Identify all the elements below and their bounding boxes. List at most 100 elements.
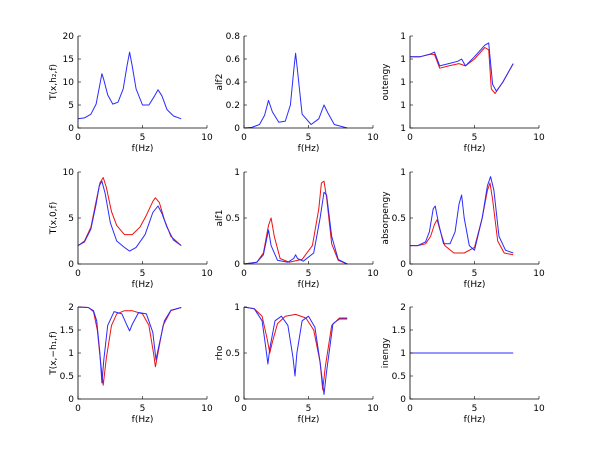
series-line-blue <box>77 51 182 120</box>
x-axis-title: f(Hz) <box>464 415 486 425</box>
y-tick-label: 10 <box>63 78 75 88</box>
y-tick-label: 0.5 <box>392 372 406 382</box>
x-tick-label: 5 <box>306 133 312 143</box>
y-tick-label: 1 <box>400 101 406 111</box>
y-tick-label: 0.4 <box>226 78 241 88</box>
y-tick-label: 1 <box>400 349 406 359</box>
x-tick-label: 0 <box>75 269 81 279</box>
x-axis-title: f(Hz) <box>298 415 320 425</box>
y-tick-label: 0.6 <box>226 55 241 65</box>
y-tick-label: 5 <box>68 214 74 224</box>
y-tick-label: 0 <box>68 260 74 270</box>
y-axis-title: inengy <box>381 337 391 368</box>
chart-panel-t-x-0: 0 5 10 0 5 10 f(Hz) T(x,0,f) <box>49 168 213 290</box>
series-line-red <box>243 306 348 391</box>
x-tick-label: 0 <box>241 133 247 143</box>
y-tick-label: 0.5 <box>226 214 240 224</box>
y-tick-label: 0 <box>234 395 240 405</box>
x-tick-label: 10 <box>533 404 545 414</box>
y-tick-label: 0.5 <box>392 214 406 224</box>
x-tick-label: 10 <box>201 133 213 143</box>
x-tick-label: 10 <box>201 269 213 279</box>
x-tick-label: 0 <box>407 133 413 143</box>
y-axis-title: T(x,−h₁,f) <box>49 331 59 376</box>
series-line-red <box>410 182 514 256</box>
y-tick-label: 0.5 <box>60 372 74 382</box>
x-tick-label: 5 <box>472 404 478 414</box>
series-line-blue <box>243 306 348 395</box>
y-tick-label: 20 <box>63 32 75 42</box>
x-axis-title: f(Hz) <box>298 280 320 290</box>
y-tick-label: 1 <box>400 168 406 178</box>
chart-panel-outengy: 0 5 10 1 1 1 1 1 f(Hz) outengy <box>381 32 545 154</box>
series-line-red <box>243 180 348 265</box>
y-tick-label: 0.5 <box>226 349 240 359</box>
y-tick-label: 0 <box>400 260 406 270</box>
axis-frame <box>77 307 207 400</box>
x-tick-label: 0 <box>75 404 81 414</box>
axis-frame <box>77 172 207 265</box>
x-tick-label: 0 <box>241 404 247 414</box>
y-axis-title: T(x,h₂,f) <box>49 64 59 101</box>
x-tick-label: 10 <box>533 133 545 143</box>
y-tick-label: 2 <box>68 303 74 313</box>
chart-panel-rho: 0 5 10 0 0.5 1 f(Hz) rho <box>215 303 379 425</box>
y-tick-label: 0 <box>68 395 74 405</box>
x-tick-label: 5 <box>472 133 478 143</box>
y-tick-label: 15 <box>63 55 74 65</box>
x-tick-label: 10 <box>533 269 545 279</box>
y-axis-title: absorpengy <box>381 191 391 245</box>
y-tick-label: 1 <box>400 55 406 65</box>
y-tick-label: 0.8 <box>226 32 241 42</box>
axis-frame <box>77 36 207 129</box>
y-tick-label: 0 <box>400 395 406 405</box>
x-tick-label: 0 <box>75 133 81 143</box>
y-tick-label: 10 <box>63 168 75 178</box>
x-tick-label: 5 <box>140 269 146 279</box>
series-line-blue <box>243 52 348 129</box>
series-line-blue <box>77 180 182 252</box>
y-tick-label: 1 <box>400 124 406 134</box>
chart-panel-absorpengy: 0 5 10 0 0.5 1 f(Hz) absorpengy <box>381 168 545 290</box>
chart-panel-t-x-minus-h1: 0 5 10 0 0.5 1 1.5 2 f(Hz) T(x,−h₁,f) <box>49 303 213 425</box>
x-axis-title: f(Hz) <box>464 280 486 290</box>
y-tick-label: 0 <box>68 124 74 134</box>
x-axis-title: f(Hz) <box>132 144 154 154</box>
x-tick-label: 10 <box>367 404 379 414</box>
x-tick-label: 0 <box>241 269 247 279</box>
y-tick-label: 2 <box>400 303 406 313</box>
x-tick-label: 10 <box>201 404 213 414</box>
y-tick-label: 0 <box>234 260 240 270</box>
series-line-red <box>77 177 182 247</box>
series-line-blue <box>410 176 514 254</box>
chart-panel-alf2: 0 5 10 0 0.2 0.4 0.6 0.8 f(Hz) alf2 <box>215 32 379 154</box>
series-line-blue <box>243 191 348 265</box>
y-tick-label: 0.2 <box>226 101 240 111</box>
x-tick-label: 0 <box>407 269 413 279</box>
x-tick-label: 0 <box>407 404 413 414</box>
y-tick-label: 1.5 <box>392 326 406 336</box>
y-axis-title: alf2 <box>215 74 225 91</box>
y-tick-label: 0 <box>234 124 240 134</box>
x-tick-label: 5 <box>140 133 146 143</box>
x-axis-title: f(Hz) <box>298 144 320 154</box>
x-tick-label: 5 <box>306 269 312 279</box>
x-tick-label: 5 <box>306 404 312 414</box>
x-axis-title: f(Hz) <box>132 280 154 290</box>
x-tick-label: 5 <box>140 404 146 414</box>
y-axis-title: alf1 <box>215 210 225 227</box>
y-tick-label: 1 <box>234 168 240 178</box>
y-tick-label: 1 <box>400 32 406 42</box>
y-axis-title: outengy <box>381 63 391 101</box>
y-tick-label: 1 <box>400 78 406 88</box>
y-axis-title: T(x,0,f) <box>49 202 59 235</box>
y-axis-title: rho <box>215 345 225 360</box>
chart-panel-t-x-h2: 0 5 10 0 5 10 15 20 f(Hz) T(x,h₂,f) <box>49 32 213 154</box>
y-tick-label: 1 <box>234 303 240 313</box>
x-tick-label: 10 <box>367 269 379 279</box>
series-line-blue <box>77 306 182 384</box>
y-tick-label: 1.5 <box>60 326 74 336</box>
chart-panel-inengy: 0 5 10 0 0.5 1 1.5 2 f(Hz) inengy <box>381 303 545 425</box>
series-line-red <box>410 47 514 94</box>
